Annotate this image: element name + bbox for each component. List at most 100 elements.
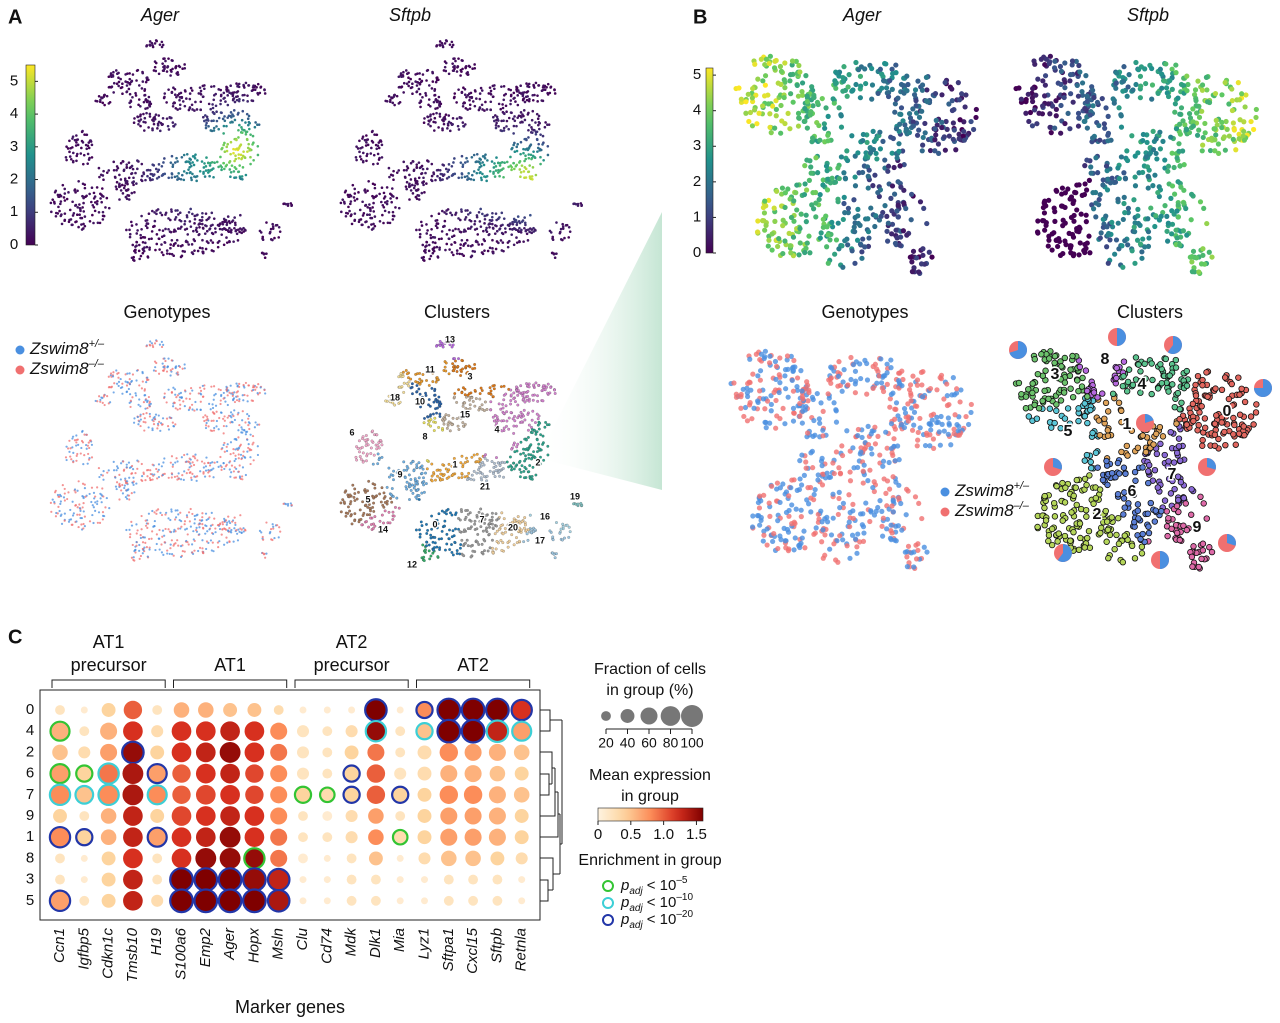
cell <box>371 429 374 433</box>
cell <box>348 209 351 213</box>
cell <box>148 168 152 172</box>
cell <box>538 147 542 151</box>
cell <box>87 146 91 150</box>
cell <box>116 372 119 375</box>
cell <box>159 511 162 514</box>
cell <box>199 470 202 473</box>
cell <box>197 392 200 395</box>
cell <box>353 219 356 223</box>
legend-dot <box>15 365 25 375</box>
cell <box>539 433 542 437</box>
cell <box>537 442 541 446</box>
cell <box>174 241 177 245</box>
cell <box>421 243 425 247</box>
cell <box>273 536 276 540</box>
cell <box>145 381 148 384</box>
cell <box>148 548 151 551</box>
cell <box>375 447 379 451</box>
cell <box>359 157 363 161</box>
cell <box>486 159 489 162</box>
cell <box>440 509 444 513</box>
cell <box>430 87 434 90</box>
cell <box>383 209 387 213</box>
cell <box>750 85 756 92</box>
cell <box>79 209 82 213</box>
cell <box>470 396 474 400</box>
cell <box>803 73 809 79</box>
cell <box>151 478 154 481</box>
cell <box>505 125 508 128</box>
cell <box>207 217 210 221</box>
cell <box>527 85 531 89</box>
cell <box>130 220 133 224</box>
cell <box>369 452 373 455</box>
cell <box>402 460 406 464</box>
cell <box>531 98 535 102</box>
cell <box>57 205 60 209</box>
cell <box>561 238 564 242</box>
cell <box>422 176 425 180</box>
cell <box>199 108 203 112</box>
cell <box>225 145 229 149</box>
cell <box>158 548 161 551</box>
cell <box>204 532 207 535</box>
cell <box>215 160 219 164</box>
cell <box>488 222 491 225</box>
cell <box>121 492 125 495</box>
cell <box>183 520 187 523</box>
legend-name: Zswim8 <box>29 339 89 358</box>
cell <box>418 166 422 170</box>
cell <box>480 243 484 246</box>
cell <box>220 468 223 471</box>
cell <box>121 192 125 195</box>
cell <box>862 66 868 72</box>
cell <box>196 159 199 162</box>
cell <box>149 172 153 176</box>
cell <box>178 65 182 69</box>
cell <box>186 533 189 536</box>
cell <box>897 121 903 127</box>
cell <box>205 240 209 243</box>
cell <box>284 503 288 506</box>
cell <box>232 240 235 243</box>
cell <box>219 102 222 106</box>
cell <box>188 92 192 95</box>
cell <box>174 65 178 68</box>
cell <box>138 420 141 423</box>
cell <box>361 135 365 138</box>
cell <box>131 73 135 76</box>
cell <box>145 111 148 115</box>
cell <box>534 432 538 436</box>
cell <box>432 171 435 174</box>
cell <box>134 91 137 95</box>
cell <box>509 455 512 459</box>
cluster-label: 13 <box>445 334 455 344</box>
cell <box>466 73 470 76</box>
cell <box>265 521 268 524</box>
cell <box>205 121 208 125</box>
cell <box>541 399 545 403</box>
cell <box>391 495 395 498</box>
cell <box>365 220 368 223</box>
cell <box>485 513 488 517</box>
cell <box>395 94 399 98</box>
cell <box>138 557 141 560</box>
cell <box>168 530 172 533</box>
cell <box>516 142 520 146</box>
cell <box>244 473 247 477</box>
cell <box>451 473 455 477</box>
cell <box>459 161 463 164</box>
cell <box>490 460 494 463</box>
cell <box>136 229 139 232</box>
cell <box>418 228 421 232</box>
cell <box>515 85 518 89</box>
cell <box>475 227 479 231</box>
cell <box>429 105 432 108</box>
cell <box>138 120 141 123</box>
cell <box>483 249 486 252</box>
cell <box>144 394 147 397</box>
cell <box>375 433 379 437</box>
cell <box>463 93 467 97</box>
cell <box>802 118 808 124</box>
cell <box>151 209 154 213</box>
